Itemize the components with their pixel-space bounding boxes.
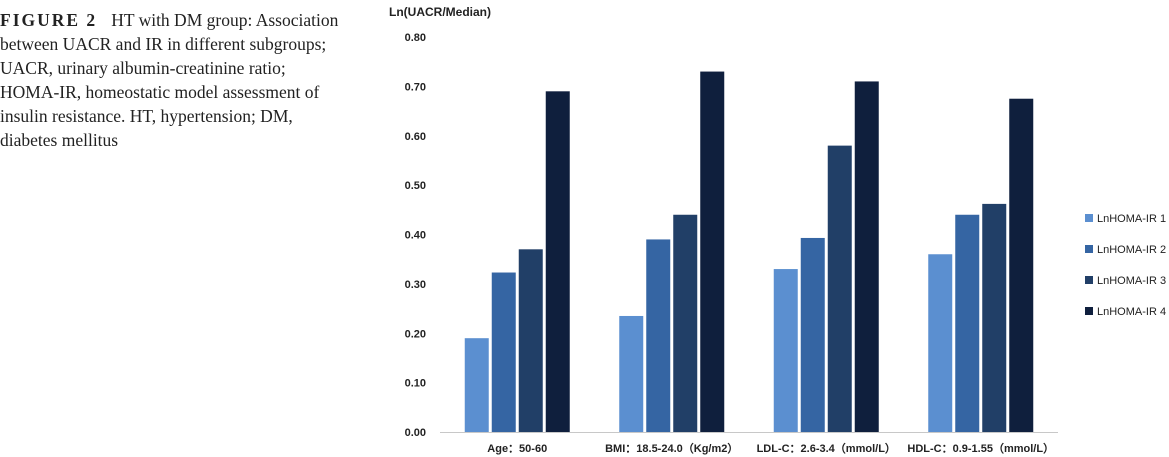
x-tick-label: LDL-C：2.6-3.4（mmol/L） <box>757 442 896 455</box>
bar <box>928 254 953 432</box>
bar <box>464 338 489 432</box>
legend-label: LnHOMA-IR 1 <box>1097 213 1166 225</box>
legend-swatch <box>1085 307 1093 315</box>
caption-text: HT with DM group: Association between UA… <box>0 10 339 150</box>
y-tick-label: 0.10 <box>405 378 426 390</box>
legend-label: LnHOMA-IR 2 <box>1097 244 1166 256</box>
y-tick-label: 0.40 <box>405 230 426 242</box>
y-axis: 0.00 0.10 0.20 0.30 0.40 0.50 0.60 0.70 0.80 <box>405 32 426 439</box>
x-tick-label: HDL-C：0.9-1.55（mmol/L） <box>907 442 1054 455</box>
bar <box>854 81 879 432</box>
y-tick-label: 0.00 <box>405 427 426 439</box>
x-tick-label: Age：50-60 <box>487 443 547 455</box>
legend-label: LnHOMA-IR 3 <box>1097 275 1166 287</box>
y-tick-label: 0.80 <box>405 32 426 44</box>
y-axis-title: Ln(UACR/Median) <box>389 5 491 19</box>
bar <box>773 269 798 432</box>
x-tick-label: BMI：18.5-24.0（Kg/m2） <box>605 442 738 455</box>
bar <box>545 91 570 432</box>
legend-swatch <box>1085 214 1093 222</box>
x-axis: Age：50-60 BMI：18.5-24.0（Kg/m2） LDL-C：2.6-3… <box>440 432 1058 455</box>
bar <box>955 214 980 432</box>
y-tick-label: 0.60 <box>405 131 426 143</box>
bar <box>491 272 516 432</box>
bar <box>646 239 671 432</box>
y-tick-label: 0.30 <box>405 279 426 291</box>
bar <box>518 249 543 432</box>
bar <box>1009 98 1034 432</box>
bar <box>800 237 825 432</box>
y-tick-label: 0.20 <box>405 328 426 340</box>
bars <box>464 71 1034 432</box>
y-tick-label: 0.70 <box>405 81 426 93</box>
legend: LnHOMA-IR 1 LnHOMA-IR 2 LnHOMA-IR 3 LnHOMA-… <box>1085 213 1166 318</box>
legend-swatch <box>1085 276 1093 284</box>
bar <box>827 145 852 432</box>
bar <box>700 71 725 432</box>
legend-label: LnHOMA-IR 4 <box>1097 306 1166 318</box>
y-tick-label: 0.50 <box>405 180 426 192</box>
figure-label: FIGURE 2 <box>0 10 98 30</box>
legend-swatch <box>1085 245 1093 253</box>
bar <box>673 214 698 432</box>
bar <box>619 315 644 432</box>
figure-caption: FIGURE 2 HT with DM group: Association be… <box>0 8 340 152</box>
bar <box>982 203 1007 432</box>
